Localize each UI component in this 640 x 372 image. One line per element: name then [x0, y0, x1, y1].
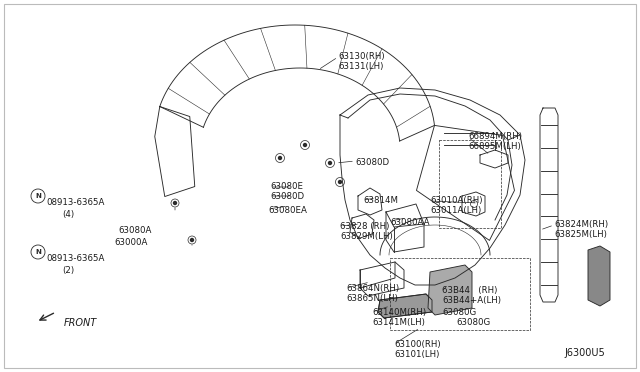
- Text: 63080A: 63080A: [118, 226, 152, 235]
- Text: 63824M(RH): 63824M(RH): [554, 220, 608, 229]
- Text: 63B44+A(LH): 63B44+A(LH): [442, 296, 501, 305]
- Text: (2): (2): [62, 266, 74, 275]
- Circle shape: [191, 238, 193, 241]
- Text: 63141M(LH): 63141M(LH): [372, 318, 425, 327]
- Text: 63080D: 63080D: [270, 192, 304, 201]
- Text: 63B44   (RH): 63B44 (RH): [442, 286, 497, 295]
- Text: 63010A(RH): 63010A(RH): [430, 196, 483, 205]
- Text: 63011A(LH): 63011A(LH): [430, 206, 481, 215]
- Text: 63080D: 63080D: [355, 158, 389, 167]
- Text: (4): (4): [62, 210, 74, 219]
- Circle shape: [303, 144, 307, 147]
- Text: 63080AA: 63080AA: [390, 218, 429, 227]
- Text: 63131(LH): 63131(LH): [338, 62, 383, 71]
- Text: 63825M(LH): 63825M(LH): [554, 230, 607, 239]
- Polygon shape: [378, 294, 432, 318]
- Text: 63828 (RH): 63828 (RH): [340, 222, 389, 231]
- Circle shape: [339, 180, 342, 183]
- Text: 66894M(RH): 66894M(RH): [468, 132, 522, 141]
- Text: 63080E: 63080E: [270, 182, 303, 191]
- Text: 63130(RH): 63130(RH): [338, 52, 385, 61]
- Text: N: N: [35, 193, 41, 199]
- Text: 08913-6365A: 08913-6365A: [46, 254, 104, 263]
- Text: 63080EA: 63080EA: [268, 206, 307, 215]
- Text: 63000A: 63000A: [114, 238, 147, 247]
- Text: 63829M(LH): 63829M(LH): [340, 232, 393, 241]
- Polygon shape: [428, 265, 472, 315]
- Text: 63814M: 63814M: [363, 196, 398, 205]
- Text: 63080G: 63080G: [456, 318, 490, 327]
- Text: 66895M(LH): 66895M(LH): [468, 142, 521, 151]
- Text: J6300U5: J6300U5: [564, 348, 605, 358]
- Circle shape: [328, 161, 332, 164]
- Text: FRONT: FRONT: [64, 318, 97, 328]
- Text: 63865N(LH): 63865N(LH): [346, 294, 398, 303]
- Circle shape: [278, 157, 282, 160]
- Text: 63101(LH): 63101(LH): [394, 350, 440, 359]
- Text: 08913-6365A: 08913-6365A: [46, 198, 104, 207]
- Text: N: N: [35, 249, 41, 255]
- Circle shape: [173, 202, 177, 205]
- Text: 63864N(RH): 63864N(RH): [346, 284, 399, 293]
- Polygon shape: [588, 246, 610, 306]
- Text: 63140M(RH): 63140M(RH): [372, 308, 426, 317]
- Text: 63080G: 63080G: [442, 308, 476, 317]
- Text: 63100(RH): 63100(RH): [394, 340, 440, 349]
